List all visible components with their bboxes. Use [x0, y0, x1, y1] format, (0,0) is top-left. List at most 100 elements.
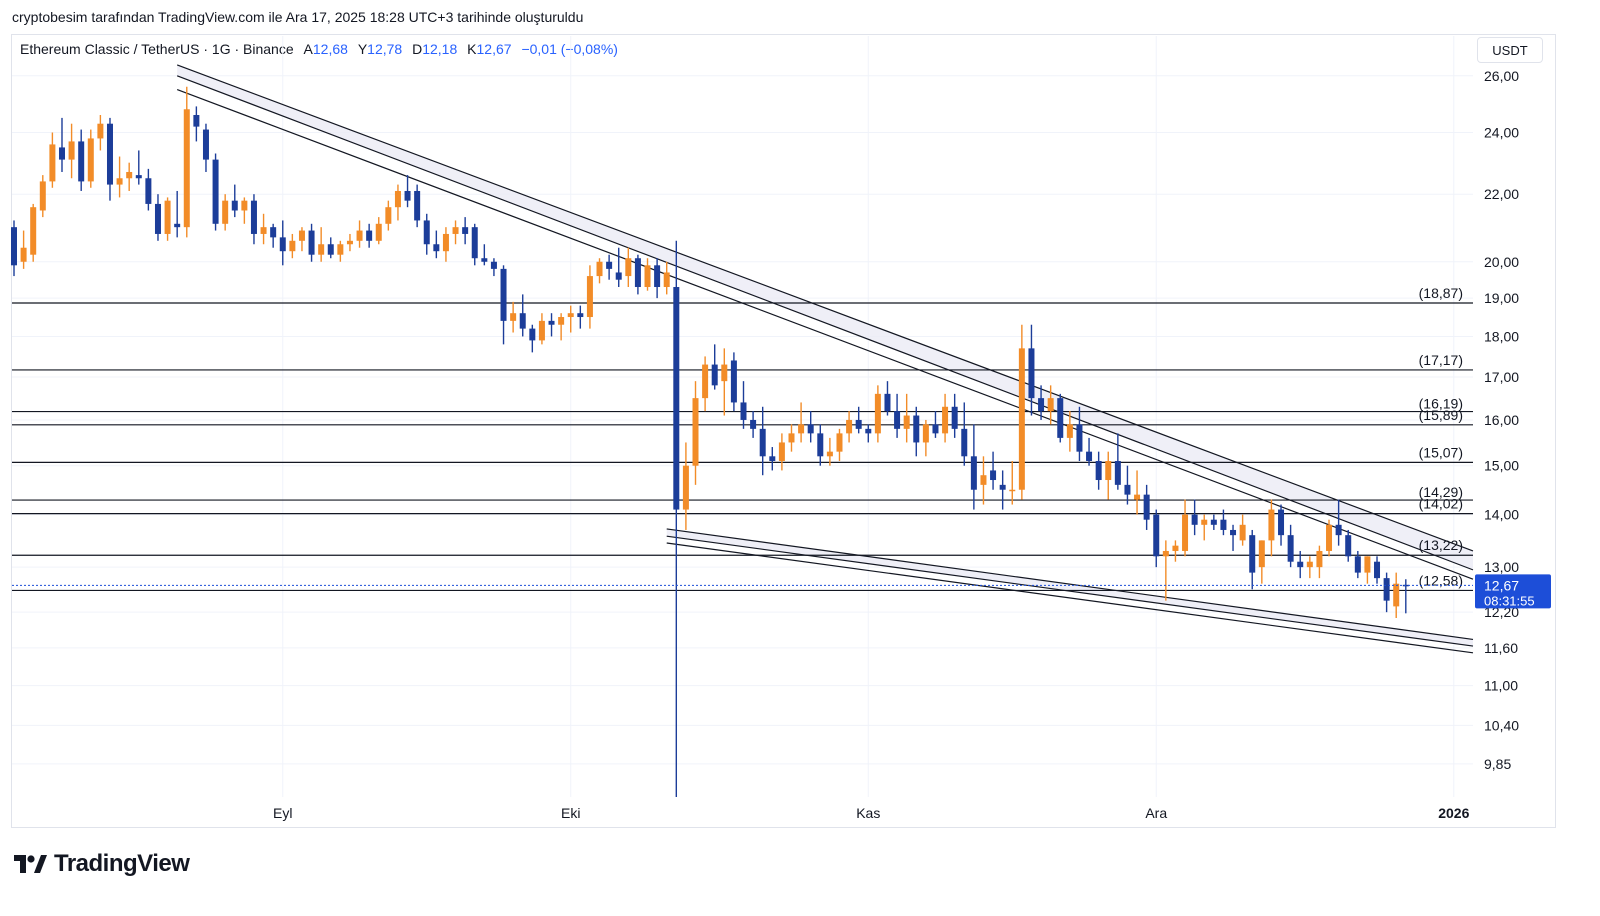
candle[interactable]	[721, 348, 728, 416]
candle[interactable]	[279, 220, 286, 266]
candle[interactable]	[1326, 519, 1333, 557]
candle[interactable]	[692, 381, 699, 485]
candle[interactable]	[385, 200, 392, 231]
candle[interactable]	[596, 258, 603, 284]
candle[interactable]	[1374, 556, 1381, 584]
candle[interactable]	[30, 203, 37, 262]
candle[interactable]	[1239, 514, 1246, 546]
upper-channel-1[interactable]	[176, 64, 1474, 552]
candle[interactable]	[39, 175, 46, 218]
candle[interactable]	[932, 411, 939, 438]
candle[interactable]	[970, 424, 977, 510]
candle[interactable]	[644, 258, 651, 291]
candle[interactable]	[1134, 470, 1141, 515]
candle[interactable]	[1009, 460, 1016, 505]
candle[interactable]	[289, 233, 296, 259]
candle[interactable]	[1018, 324, 1025, 500]
candle[interactable]	[97, 115, 104, 151]
candle[interactable]	[164, 197, 171, 241]
candle[interactable]	[1201, 514, 1208, 541]
candle[interactable]	[135, 150, 142, 185]
candle[interactable]	[1076, 406, 1083, 461]
candle[interactable]	[577, 305, 584, 329]
candle[interactable]	[1066, 411, 1073, 452]
candle[interactable]	[1086, 437, 1093, 466]
candle[interactable]	[452, 220, 459, 245]
candle[interactable]	[145, 168, 152, 211]
candle[interactable]	[1354, 550, 1361, 579]
candle[interactable]	[654, 258, 661, 299]
candle[interactable]	[1162, 540, 1169, 601]
candle[interactable]	[433, 230, 440, 259]
candle[interactable]	[308, 223, 315, 262]
candle[interactable]	[49, 132, 56, 188]
candle[interactable]	[1047, 385, 1054, 425]
candle[interactable]	[202, 123, 209, 172]
candle[interactable]	[1143, 484, 1150, 530]
candle[interactable]	[154, 194, 161, 241]
candle[interactable]	[183, 86, 190, 238]
candle[interactable]	[260, 213, 267, 245]
candle[interactable]	[519, 294, 526, 337]
candle[interactable]	[366, 223, 373, 248]
candle[interactable]	[1335, 499, 1342, 546]
candle[interactable]	[798, 402, 805, 443]
candle[interactable]	[836, 428, 843, 461]
candle[interactable]	[1297, 550, 1304, 579]
candle[interactable]	[1220, 509, 1227, 536]
candle[interactable]	[356, 220, 363, 248]
candle[interactable]	[78, 129, 85, 191]
candle[interactable]	[826, 437, 833, 466]
candle[interactable]	[606, 254, 613, 280]
candle[interactable]	[375, 217, 382, 245]
candle[interactable]	[759, 406, 766, 476]
candle[interactable]	[346, 233, 353, 252]
candle[interactable]	[730, 352, 737, 412]
candle[interactable]	[442, 227, 449, 262]
candle[interactable]	[634, 254, 641, 295]
candle[interactable]	[625, 247, 632, 288]
candle[interactable]	[231, 184, 238, 218]
candle[interactable]	[740, 381, 747, 429]
candle[interactable]	[903, 393, 910, 443]
candle[interactable]	[68, 123, 75, 179]
candle[interactable]	[1287, 524, 1294, 568]
candle[interactable]	[961, 402, 968, 466]
tradingview-logo[interactable]: TradingView	[12, 850, 190, 878]
candle[interactable]	[423, 213, 430, 255]
candle[interactable]	[1105, 451, 1112, 500]
candle[interactable]	[20, 230, 27, 269]
candle[interactable]	[1383, 572, 1390, 613]
candle[interactable]	[702, 356, 709, 412]
candle[interactable]	[500, 265, 507, 345]
candle[interactable]	[807, 411, 814, 443]
candle[interactable]	[558, 313, 565, 341]
candle[interactable]	[1028, 324, 1035, 416]
candle[interactable]	[682, 442, 689, 530]
candle[interactable]	[1153, 509, 1160, 568]
candle[interactable]	[942, 393, 949, 443]
candle[interactable]	[778, 433, 785, 471]
candle[interactable]	[116, 156, 123, 198]
candle[interactable]	[817, 424, 824, 466]
candle[interactable]	[1316, 545, 1323, 579]
candle[interactable]	[1172, 540, 1179, 562]
candle[interactable]	[481, 244, 488, 266]
candle[interactable]	[980, 456, 987, 505]
candle[interactable]	[337, 240, 344, 262]
candle[interactable]	[1182, 499, 1189, 557]
candle[interactable]	[548, 313, 555, 337]
candle[interactable]	[990, 451, 997, 490]
candle[interactable]	[538, 313, 545, 345]
candle[interactable]	[106, 117, 113, 201]
candle[interactable]	[241, 197, 248, 224]
lower-channel-1[interactable]	[666, 528, 1474, 641]
candle[interactable]	[1364, 556, 1371, 584]
candle[interactable]	[673, 240, 680, 797]
candle[interactable]	[510, 301, 517, 333]
candle[interactable]	[874, 385, 881, 443]
candle[interactable]	[567, 305, 574, 333]
candle[interactable]	[846, 411, 853, 443]
candle[interactable]	[462, 217, 469, 245]
candle[interactable]	[999, 470, 1006, 510]
